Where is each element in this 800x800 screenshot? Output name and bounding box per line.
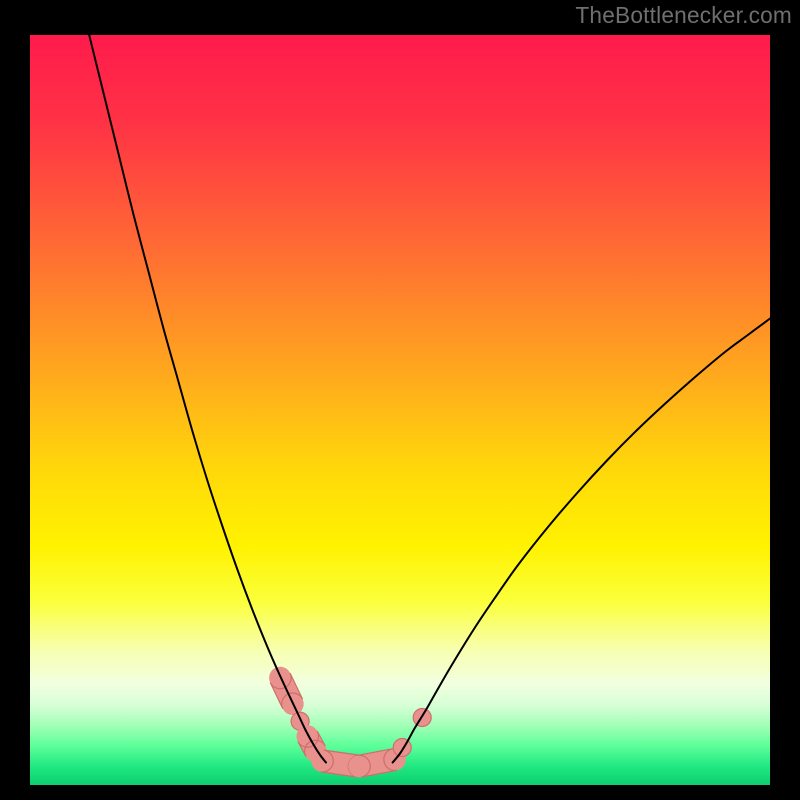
plot-area	[30, 35, 770, 785]
bottom-markers	[270, 673, 431, 777]
curve-left	[89, 35, 326, 763]
curve-right	[393, 319, 770, 763]
watermark-text: TheBottlenecker.com	[575, 2, 792, 29]
curves-layer	[30, 35, 770, 785]
chart-container: TheBottlenecker.com	[0, 0, 800, 800]
